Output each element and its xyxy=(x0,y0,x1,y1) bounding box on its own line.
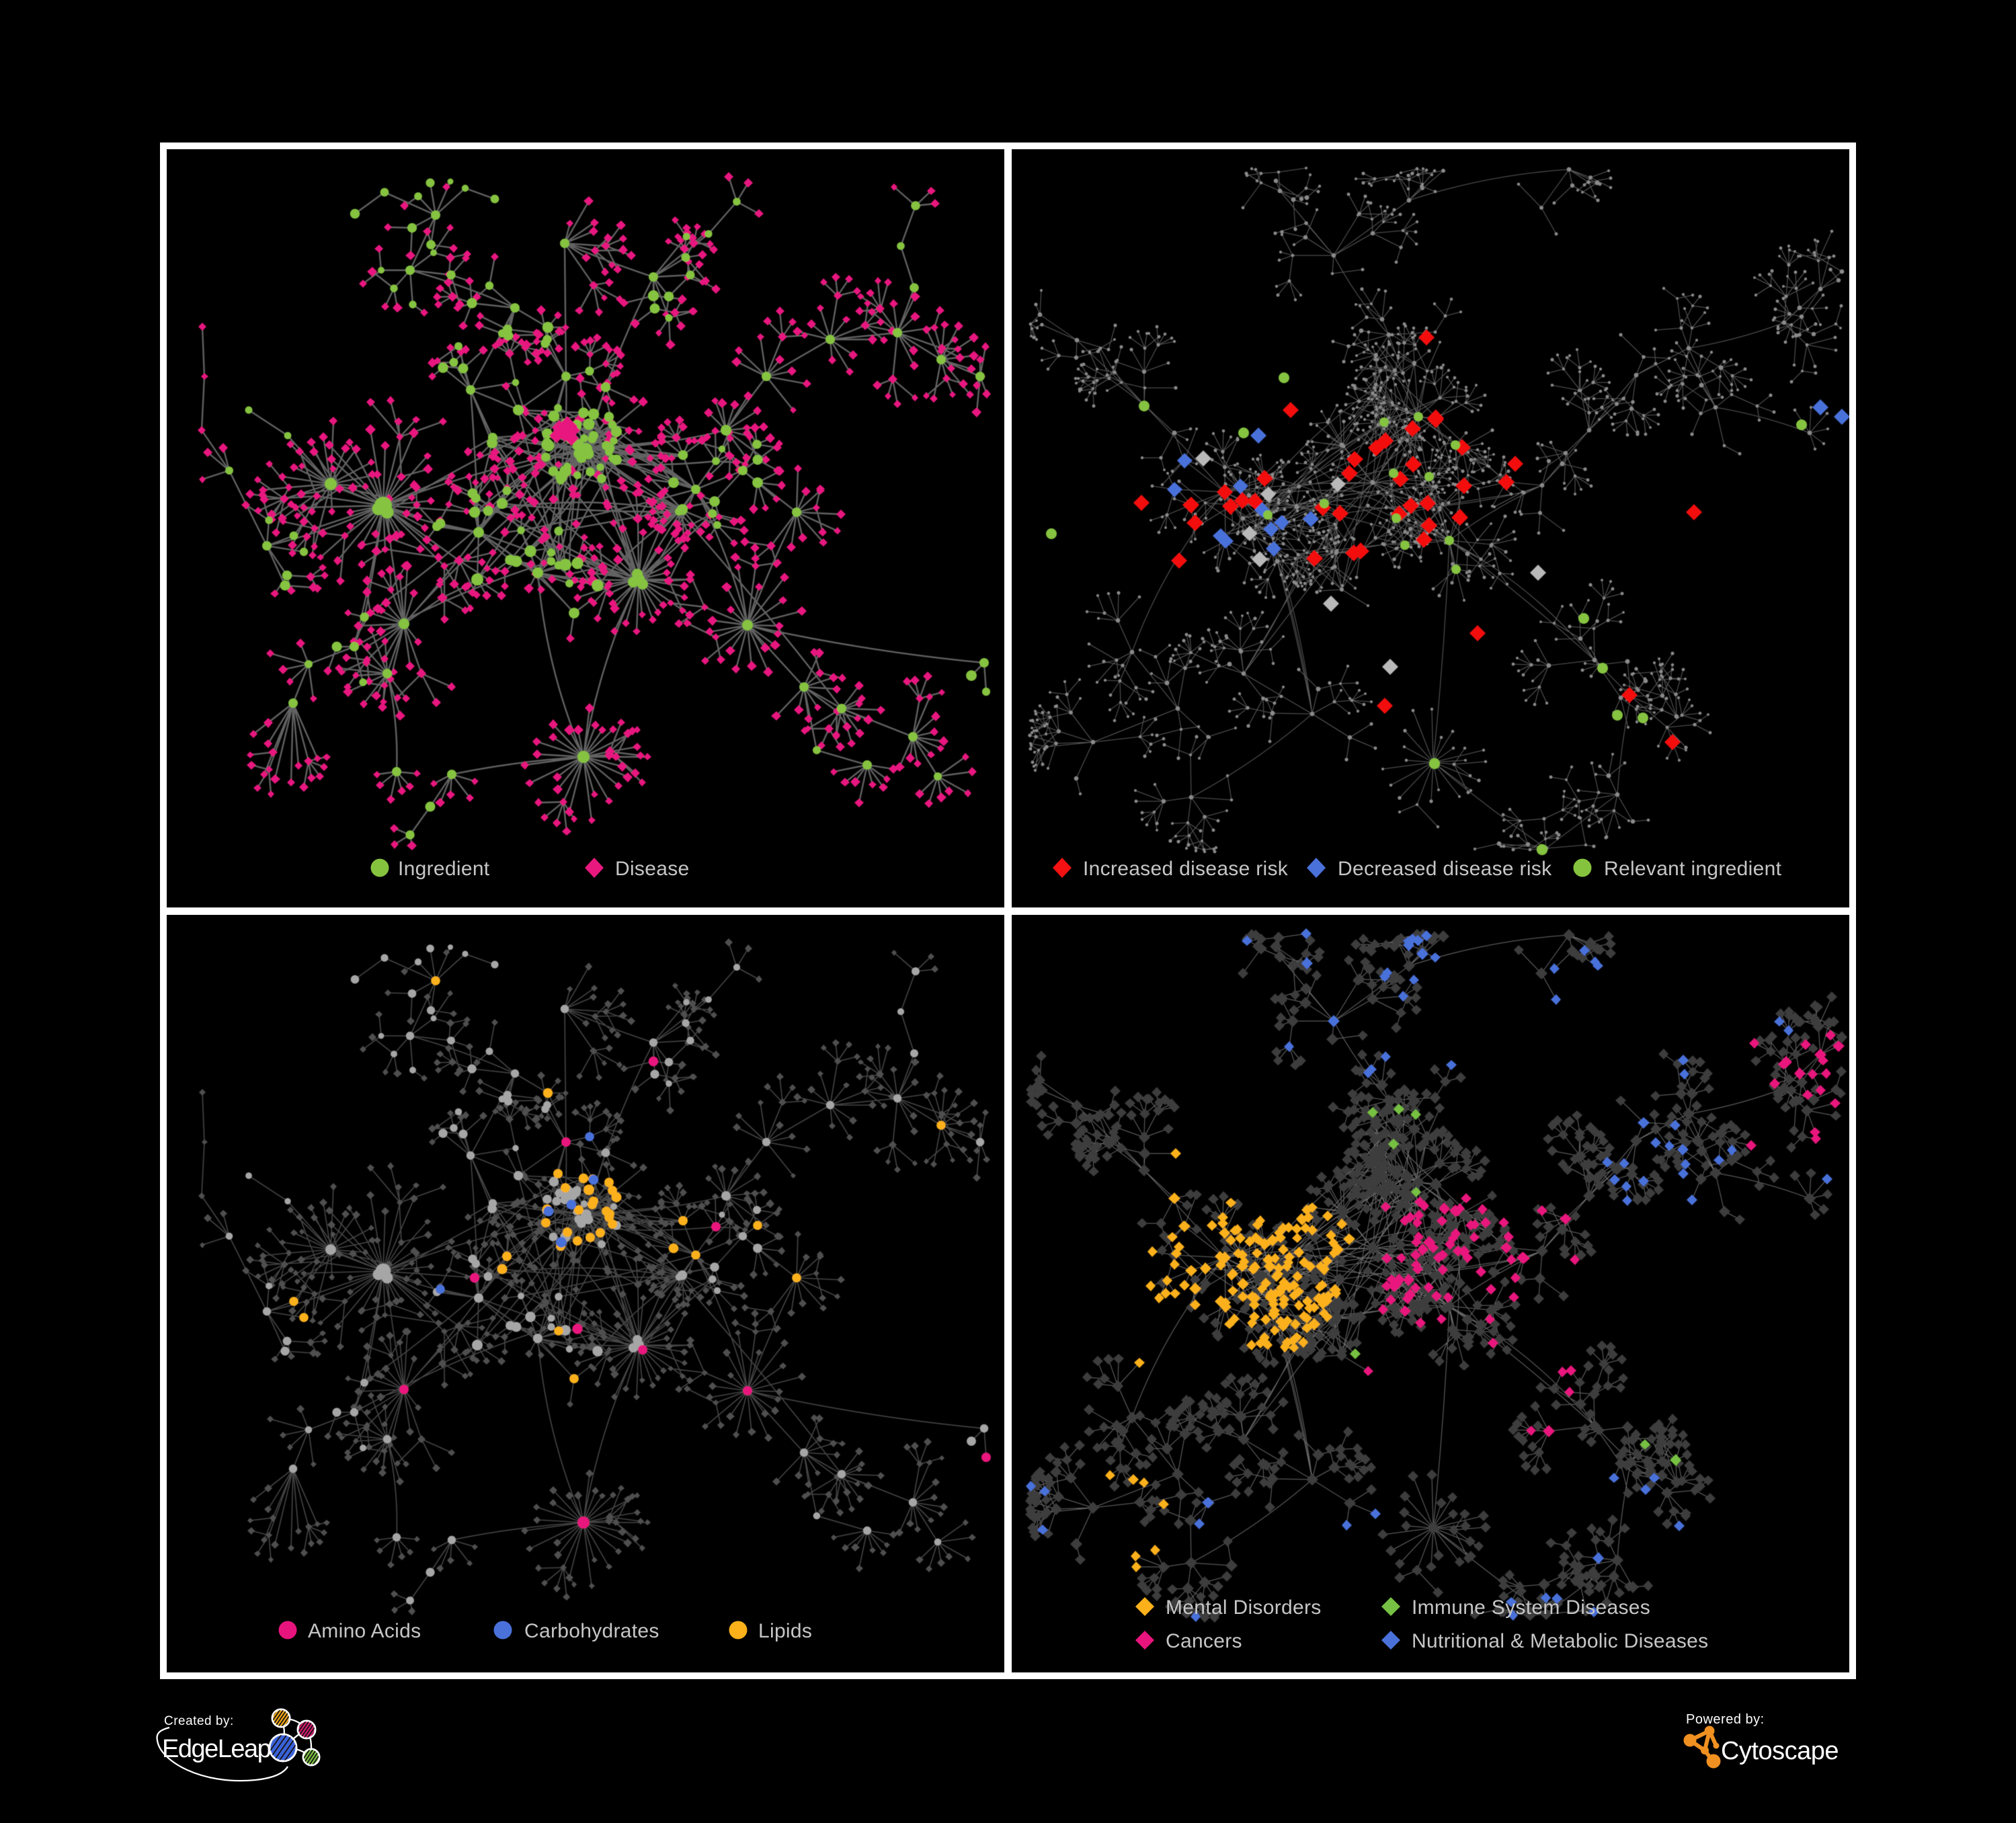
svg-text:Cancers: Cancers xyxy=(1166,1630,1242,1652)
svg-text:Increased disease risk: Increased disease risk xyxy=(1083,858,1289,880)
svg-text:Carbohydrates: Carbohydrates xyxy=(524,1620,659,1642)
svg-text:Powered by:: Powered by: xyxy=(1686,1712,1765,1727)
svg-text:Created by:: Created by: xyxy=(164,1714,234,1728)
svg-text:EdgeLeap: EdgeLeap xyxy=(162,1735,271,1763)
svg-text:Disease: Disease xyxy=(615,858,689,880)
svg-text:Mental Disorders: Mental Disorders xyxy=(1166,1596,1322,1619)
svg-text:Immune System Diseases: Immune System Diseases xyxy=(1412,1596,1650,1619)
svg-text:Relevant ingredient: Relevant ingredient xyxy=(1604,858,1782,880)
svg-text:Lipids: Lipids xyxy=(758,1620,812,1642)
svg-text:Ingredient: Ingredient xyxy=(398,858,490,880)
svg-text:Decreased disease risk: Decreased disease risk xyxy=(1338,858,1552,880)
svg-text:Cytoscape: Cytoscape xyxy=(1721,1737,1839,1765)
svg-text:Nutritional & Metabolic Diseas: Nutritional & Metabolic Diseases xyxy=(1412,1630,1708,1652)
svg-text:Amino Acids: Amino Acids xyxy=(308,1620,421,1642)
